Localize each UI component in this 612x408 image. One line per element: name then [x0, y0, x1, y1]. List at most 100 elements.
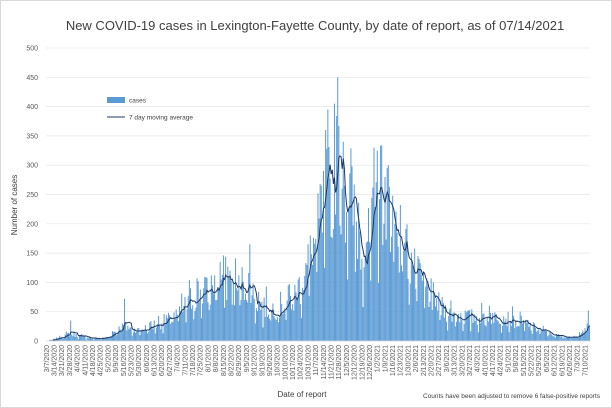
- cases-bar: [289, 295, 291, 341]
- cases-bar: [207, 302, 209, 341]
- cases-bar: [233, 305, 235, 341]
- cases-bar: [361, 258, 363, 341]
- y-tick-label: 150: [26, 251, 38, 258]
- cases-bar: [94, 337, 96, 341]
- cases-bar: [302, 287, 304, 341]
- x-tick-label: 11/28/2020: [336, 345, 343, 380]
- cases-bar: [83, 335, 85, 341]
- cases-bar: [542, 325, 544, 341]
- cases-bar: [518, 326, 520, 341]
- cases-bar: [491, 324, 493, 341]
- cases-bar: [318, 218, 320, 341]
- cases-bar: [425, 286, 427, 341]
- cases-bar: [155, 327, 157, 341]
- cases-bar: [308, 295, 310, 341]
- cases-bar: [124, 298, 126, 341]
- cases-bar: [502, 325, 504, 341]
- cases-bar: [538, 328, 540, 341]
- cases-bar: [586, 323, 588, 341]
- cases-bar: [165, 315, 167, 341]
- cases-bar: [264, 316, 266, 341]
- cases-bar: [354, 271, 356, 341]
- cases-bar: [329, 178, 331, 341]
- cases-bar: [247, 302, 249, 341]
- cases-bar: [439, 319, 441, 341]
- x-tick-label: 3/21/2020: [59, 345, 66, 376]
- cases-bar: [137, 328, 139, 341]
- x-tick-label: 7/18/2020: [190, 345, 197, 376]
- cases-bar: [430, 278, 432, 341]
- cases-bar: [97, 338, 99, 341]
- x-tick-label: 7/11/2020: [182, 345, 189, 376]
- cases-bar: [114, 331, 116, 341]
- cases-bar: [286, 300, 288, 341]
- cases-bar: [448, 315, 450, 341]
- cases-bar: [120, 331, 122, 341]
- cases-bar: [300, 318, 302, 341]
- cases-bar: [481, 302, 483, 341]
- cases-bar: [585, 331, 587, 341]
- cases-bar: [244, 293, 246, 341]
- x-tick-label: 6/26/2021: [567, 345, 574, 376]
- cases-bar: [82, 335, 84, 341]
- cases-bar: [336, 115, 338, 341]
- cases-bar: [485, 326, 487, 341]
- cases-bar: [284, 308, 286, 341]
- cases-bar: [99, 338, 101, 341]
- cases-bar: [408, 304, 410, 341]
- legend-average-label: 7 day moving average: [129, 115, 193, 122]
- cases-bar: [519, 311, 521, 341]
- cases-bar: [563, 336, 565, 341]
- cases-bar: [468, 310, 470, 341]
- cases-bar: [332, 229, 334, 341]
- cases-bar: [246, 299, 248, 341]
- cases-bar: [317, 193, 319, 341]
- cases-bar: [63, 337, 65, 341]
- x-tick-label: 3/28/2020: [67, 345, 74, 376]
- cases-bar: [107, 337, 109, 341]
- cases-bar: [450, 300, 452, 341]
- cases-bar: [268, 314, 270, 341]
- cases-bar: [140, 331, 142, 341]
- cases-bar: [399, 205, 401, 341]
- cases-bar: [185, 322, 187, 341]
- cases-bar: [527, 319, 529, 341]
- x-tick-label: 2/6/2021: [413, 345, 420, 372]
- cases-bar: [368, 207, 370, 341]
- cases-bar: [396, 232, 398, 341]
- cases-bar: [531, 333, 533, 341]
- cases-bar: [181, 293, 183, 341]
- cases-bar: [69, 336, 71, 341]
- cases-bar: [320, 185, 322, 341]
- cases-bar: [363, 267, 365, 341]
- cases-bar: [555, 333, 557, 341]
- cases-bar: [562, 338, 564, 341]
- cases-bar: [203, 288, 205, 341]
- cases-bar: [143, 330, 145, 341]
- footnote: Counts have been adjusted to remove 6 fa…: [423, 393, 601, 400]
- cases-bar: [358, 202, 360, 341]
- x-tick-label: 12/26/2020: [367, 345, 374, 380]
- cases-bar: [304, 275, 306, 341]
- cases-bar: [446, 321, 448, 341]
- cases-bar: [340, 234, 342, 341]
- cases-bar: [265, 286, 267, 341]
- cases-bar: [252, 283, 254, 341]
- cases-bar: [443, 317, 445, 341]
- legend: cases 7 day moving average: [107, 97, 193, 122]
- cases-bar: [128, 329, 130, 341]
- cases-bar: [240, 299, 242, 341]
- cases-bar: [254, 323, 256, 341]
- cases-bar: [139, 335, 141, 341]
- cases-bar: [88, 336, 90, 341]
- cases-bar: [483, 313, 485, 341]
- y-tick-label: 350: [26, 133, 38, 140]
- cases-bar: [403, 250, 405, 341]
- cases-bar: [182, 311, 184, 341]
- cases-bar: [346, 212, 348, 341]
- x-tick-label: 2/20/2021: [429, 345, 436, 376]
- cases-bar: [303, 290, 305, 341]
- x-tick-label: 6/6/2020: [144, 345, 151, 372]
- cases-bar: [528, 326, 530, 341]
- cases-bar: [392, 195, 394, 341]
